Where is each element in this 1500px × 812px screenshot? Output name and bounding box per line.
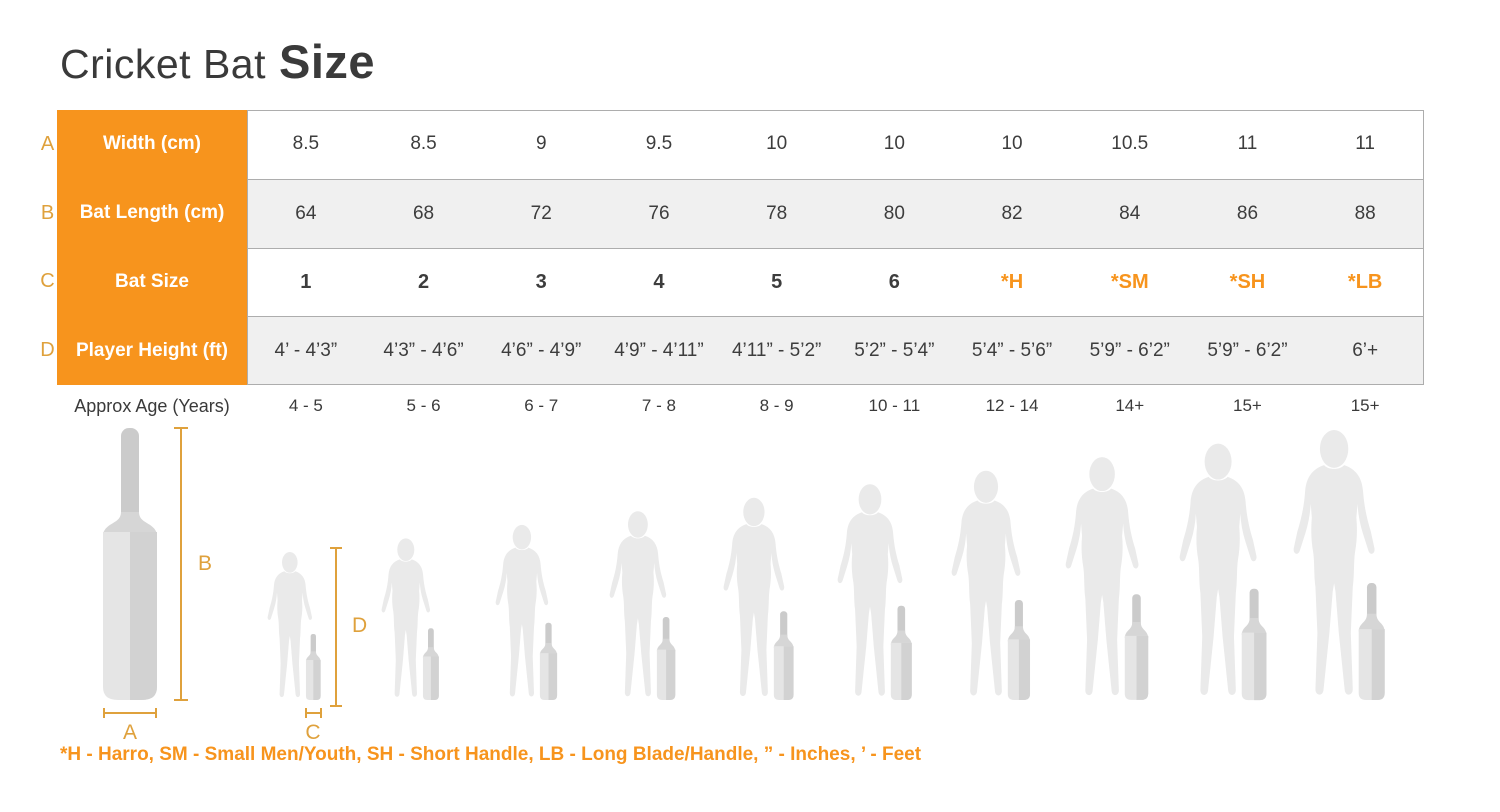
table-cell: 11 (1237, 133, 1258, 155)
cricket-bat-icon (1124, 594, 1149, 700)
player-silhouettes (267, 430, 1385, 701)
cricket-bat-icon (1241, 588, 1267, 701)
dimension-line-small-bat-width: C (305, 708, 322, 743)
table-cell: 68 (364, 178, 483, 248)
table-cell: 4’3” - 4’6” (364, 316, 483, 385)
cricket-bat-icon (656, 617, 676, 700)
cricket-bat-icon (305, 634, 321, 701)
table-cell: 5’9” - 6’2” (1188, 316, 1307, 385)
row-label-player-height: Player Height (ft) (57, 316, 247, 385)
cricket-bat-icon (539, 622, 558, 701)
table-cell: 4’ - 4’3” (247, 316, 365, 385)
cricket-bat-icon (773, 611, 794, 701)
age-cell: 4 - 5 (288, 396, 323, 415)
dimension-label-c: C (305, 721, 320, 743)
table-cell: 10 (766, 133, 788, 155)
row-letter-gutter: A B C D (38, 110, 57, 385)
row-letter-b: B (40, 201, 55, 224)
dimension-line-player-height: D (330, 547, 367, 707)
table-cell: 11 (1355, 133, 1375, 155)
row-label-bat-length: Bat Length (cm) (57, 178, 247, 248)
row-label-bat-size: Bat Size (57, 247, 247, 317)
table-cell: 4’9” - 4’11” (600, 316, 718, 385)
table-cell: 3 (482, 247, 601, 317)
age-cell: 15+ (1350, 396, 1380, 415)
table-cell: 86 (1188, 178, 1307, 248)
table-cell: 10 (883, 133, 905, 155)
table-cell: 5 (717, 247, 836, 317)
page-title-light: Cricket Bat (60, 41, 266, 87)
table-cell: 5’2” - 5’4” (835, 316, 954, 385)
page-title-bold: Size (279, 35, 376, 88)
row-letter-c: C (40, 270, 55, 293)
cricket-bat-icon (890, 605, 912, 701)
table-cell: 84 (1070, 178, 1189, 248)
size-table: A B C D Width (cm) 8.5 8.5 9 9.5 10 10 1… (38, 110, 1424, 385)
table-cell: 10.5 (1111, 133, 1149, 155)
table-cell: 9.5 (645, 133, 673, 155)
size-table-grid: Width (cm) 8.5 8.5 9 9.5 10 10 10 10.5 1… (57, 110, 1424, 385)
table-cell: 5’4” - 5’6” (953, 316, 1071, 385)
age-cell: 10 - 11 (868, 396, 921, 415)
table-cell: 80 (835, 178, 954, 248)
table-cell: 2 (364, 247, 483, 317)
dimension-label-d: D (352, 614, 367, 637)
table-cell: *LB (1306, 247, 1424, 317)
reference-bat-icon (103, 428, 157, 700)
age-cell: 6 - 7 (524, 396, 559, 415)
table-cell: 82 (953, 178, 1071, 248)
age-cell: 12 - 14 (985, 396, 1039, 415)
cricket-bat-icon (1358, 583, 1385, 701)
table-cell: 6’+ (1306, 316, 1424, 385)
table-cell: 88 (1306, 178, 1424, 248)
age-row: Approx Age (Years) 4 - 5 5 - 6 6 - 7 7 -… (38, 388, 1424, 424)
table-cell: 8.5 (410, 133, 437, 155)
person-silhouette (381, 538, 431, 697)
table-cell: 1 (247, 247, 365, 317)
bat-size-illustration: B A D C (103, 427, 1385, 743)
dimension-line-bat-width: A (103, 708, 157, 743)
table-cell: 6 (835, 247, 954, 317)
row-letter-d: D (40, 339, 55, 362)
footnote-legend: *H - Harro, SM - Small Men/Youth, SH - S… (60, 744, 922, 765)
table-cell: 72 (482, 178, 601, 248)
age-row-label: Approx Age (Years) (74, 395, 230, 416)
age-cell: 14+ (1115, 396, 1145, 415)
table-cell: 5’9” - 6’2” (1070, 316, 1189, 385)
table-cell: *SH (1188, 247, 1307, 317)
table-cell: *H (953, 247, 1071, 317)
age-cell: 7 - 8 (641, 396, 676, 415)
cricket-bat-icon (422, 628, 439, 700)
row-letter-a: A (40, 132, 55, 155)
dimension-line-bat-length: B (174, 427, 212, 701)
table-cell: 4’6” - 4’9” (482, 316, 601, 385)
table-cell: 78 (717, 178, 836, 248)
table-cell: 4’11” - 5’2” (717, 316, 836, 385)
table-cell: 8.5 (292, 133, 320, 155)
table-cell: 4 (600, 247, 718, 317)
table-cell: 64 (247, 178, 365, 248)
table-cell: *SM (1070, 247, 1189, 317)
table-cell: 76 (600, 178, 718, 248)
age-row-values: 4 - 5 5 - 6 6 - 7 7 - 8 8 - 9 10 - 11 12… (247, 388, 1424, 424)
person-silhouette (267, 552, 312, 698)
dimension-label-a: A (123, 721, 137, 743)
cricket-bat-icon (1007, 600, 1031, 700)
table-cell: 10 (1001, 133, 1023, 155)
page-title: Cricket Bat Size (60, 34, 375, 89)
age-cell: 15+ (1233, 396, 1262, 415)
table-cell: 9 (535, 133, 547, 155)
age-cell: 5 - 6 (406, 396, 441, 415)
dimension-label-b: B (198, 552, 212, 575)
row-label-width: Width (cm) (57, 110, 247, 179)
age-cell: 8 - 9 (759, 396, 794, 415)
